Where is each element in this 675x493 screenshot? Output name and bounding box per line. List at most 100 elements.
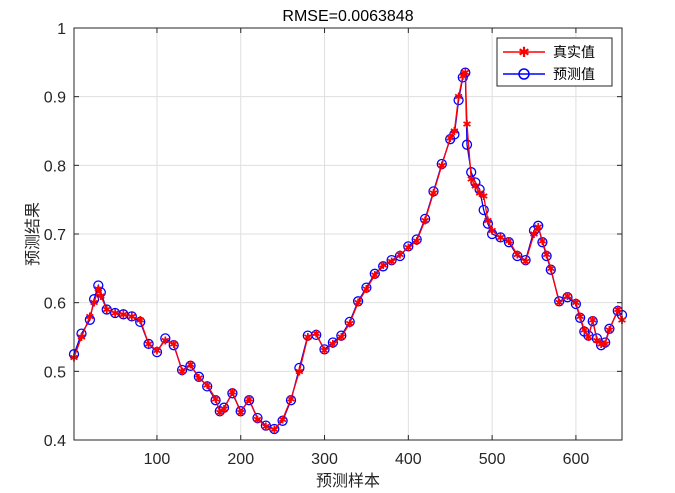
- data-point-true: ✱: [575, 311, 584, 323]
- data-point-pred: [533, 220, 544, 231]
- data-point-true: ✱: [461, 68, 470, 80]
- x-tick-label: 200: [227, 451, 254, 468]
- data-point-true: ✱: [211, 394, 220, 406]
- data-point-pred: [210, 395, 221, 406]
- data-point-true: ✱: [471, 181, 480, 193]
- data-point-pred: [428, 186, 439, 197]
- data-point-true: ✱: [475, 188, 484, 200]
- data-point-true: ✱: [337, 332, 346, 344]
- data-point-true: ✱: [513, 250, 522, 262]
- y-tick-label: 0.8: [44, 158, 66, 175]
- y-tick-label: 0.4: [44, 433, 66, 450]
- y-tick-label: 0.9: [44, 90, 66, 107]
- data-point-true: ✱: [312, 329, 321, 341]
- data-point-pred: [327, 337, 339, 348]
- data-point-pred: [512, 250, 523, 262]
- data-point-pred: [600, 337, 611, 348]
- data-point-true: ✱: [529, 229, 538, 241]
- data-point-pred: [193, 371, 205, 382]
- y-tick-label: 0.7: [44, 227, 66, 244]
- data-point-pred: [478, 204, 489, 216]
- data-point-pred: [252, 412, 263, 424]
- data-point-true: ✱: [253, 414, 262, 426]
- data-point-pred: [361, 282, 372, 293]
- data-point-true: ✱: [379, 260, 388, 272]
- data-point-pred: [461, 139, 473, 150]
- legend: ✱ 真实值 预测值: [496, 37, 613, 87]
- chart-title: RMSE=0.0063848: [282, 8, 413, 25]
- data-point-true: ✱: [94, 284, 103, 296]
- data-point-true: ✱: [446, 133, 455, 145]
- data-point-true: ✱: [479, 191, 488, 203]
- data-point-true: ✱: [353, 298, 362, 310]
- legend-marker-asterisk-icon: ✱: [518, 44, 530, 60]
- series-true: ✱✱✱✱✱✱✱ ✱ ✱ ✱ ✱✱✱✱ ✱✱✱✱✱✱✱✱✱✱✱✱✱ ✱✱✱✱✱ ✱✱✱✱✱✱✱✱…: [69, 68, 626, 437]
- y-tick-label: 0.6: [44, 296, 66, 313]
- data-point-pred: [151, 346, 163, 358]
- data-point-pred: [403, 241, 414, 252]
- data-point-true: ✱: [542, 250, 551, 262]
- x-tick-label: 500: [479, 451, 506, 468]
- data-point-true: ✱: [613, 305, 622, 317]
- x-axis-label: 预测样本: [316, 471, 380, 490]
- data-point-true: ✱: [320, 346, 329, 358]
- data-point-pred: [386, 254, 397, 266]
- data-point-true: ✱: [404, 243, 413, 255]
- data-point-true: ✱: [592, 335, 601, 347]
- data-point-pred: [260, 420, 272, 431]
- data-point-pred: [143, 338, 154, 350]
- data-point-true: ✱: [420, 215, 429, 227]
- data-point-true: ✱: [194, 373, 203, 385]
- data-point-true: ✱: [85, 311, 94, 323]
- data-point-true: ✱: [161, 335, 170, 347]
- data-point-true: ✱: [110, 308, 119, 320]
- y-tick-label: 1: [57, 21, 66, 38]
- data-point-true: ✱: [186, 360, 195, 372]
- data-point-true: ✱: [96, 291, 105, 303]
- data-point-true: ✱: [89, 298, 98, 310]
- data-point-pred: [218, 402, 230, 413]
- data-point-true: ✱: [270, 425, 279, 437]
- data-point-true: ✱: [177, 366, 186, 378]
- data-point-true: ✱: [546, 263, 555, 275]
- data-point-pred: [570, 298, 582, 310]
- data-point-pred: [227, 388, 238, 399]
- data-point-true: ✱: [467, 174, 476, 186]
- data-point-true: ✱: [286, 394, 295, 406]
- data-point-true: ✱: [102, 305, 111, 317]
- data-point-pred: [176, 364, 188, 376]
- legend-box: [496, 37, 613, 87]
- data-point-true: ✱: [483, 215, 492, 227]
- x-tick-label: 100: [144, 451, 171, 468]
- data-point-true: ✱: [462, 119, 471, 131]
- x-tick-label: 600: [563, 451, 590, 468]
- data-point-true: ✱: [395, 250, 404, 262]
- data-point-pred: [285, 395, 297, 406]
- data-point-pred: [202, 381, 213, 392]
- data-point-true: ✱: [203, 380, 212, 392]
- data-point-pred: [503, 237, 515, 248]
- data-point-true: ✱: [458, 71, 467, 83]
- data-point-pred: [235, 406, 246, 417]
- data-point-pred: [457, 72, 468, 83]
- legend-label-true: 真实值: [553, 45, 595, 61]
- data-point-pred: [604, 323, 615, 334]
- data-point-true: ✱: [538, 236, 547, 248]
- data-point-true: ✱: [303, 332, 312, 344]
- series-line-true: [73, 70, 623, 431]
- data-point-pred: [495, 232, 506, 243]
- data-point-true: ✱: [169, 339, 178, 351]
- data-point-true: ✱: [563, 291, 572, 303]
- data-point-true: ✱: [119, 309, 128, 321]
- data-point-pred: [336, 330, 347, 341]
- data-point-true: ✱: [127, 311, 136, 323]
- data-point-true: ✱: [596, 339, 605, 351]
- data-point-pred: [160, 333, 171, 344]
- data-point-true: ✱: [278, 414, 287, 426]
- data-point-true: ✱: [236, 408, 245, 420]
- data-point-true: ✱: [496, 232, 505, 244]
- data-point-true: ✱: [555, 298, 564, 310]
- data-point-pred: [554, 296, 565, 307]
- data-point-true: ✱: [295, 366, 304, 378]
